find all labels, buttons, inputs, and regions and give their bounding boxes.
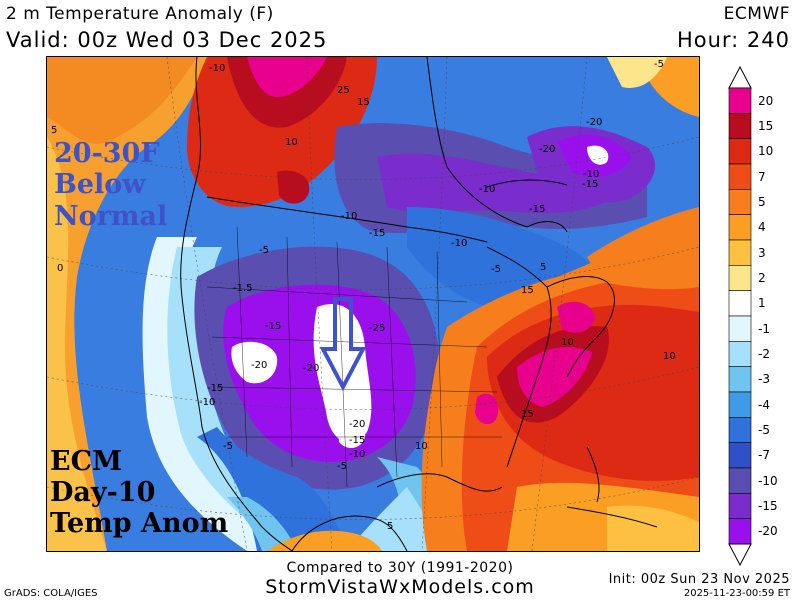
svg-text:-10: -10 — [341, 211, 357, 222]
color-scale-swatch — [728, 290, 752, 317]
svg-text:-15: -15 — [582, 179, 598, 190]
svg-text:-20: -20 — [303, 363, 319, 374]
color-scale-tick-label: 1 — [758, 296, 766, 311]
color-scale-tick-label: -7 — [758, 448, 770, 463]
color-scale-swatch — [728, 442, 752, 469]
color-scale-swatch — [728, 366, 752, 393]
color-scale-tick-label: 4 — [758, 220, 766, 235]
color-scale-swatch — [728, 391, 752, 418]
color-scale-swatch — [728, 87, 752, 114]
svg-text:-20: -20 — [349, 419, 365, 430]
site-name: StormVistaWxModels.com — [265, 576, 535, 598]
svg-text:-10: -10 — [349, 449, 365, 460]
svg-text:-20: -20 — [251, 360, 267, 371]
color-scale-tick-label: 3 — [758, 245, 766, 260]
svg-text:-5: -5 — [259, 245, 269, 256]
init-time: Init: 00z Sun 23 Nov 2025 — [608, 572, 790, 587]
color-scale-swatch — [728, 493, 752, 519]
svg-text:-20: -20 — [586, 117, 602, 128]
svg-text:-5: -5 — [337, 461, 347, 472]
color-scale-tick-label: -1 — [758, 321, 770, 336]
svg-text:-10: -10 — [209, 63, 225, 74]
svg-text:10: 10 — [285, 137, 298, 148]
svg-text:25: 25 — [337, 85, 350, 96]
svg-text:-15: -15 — [265, 321, 281, 332]
svg-text:-5: -5 — [654, 59, 664, 70]
chart-title: 2 m Temperature Anomaly (F) — [6, 4, 274, 24]
svg-text:-10: -10 — [199, 397, 215, 408]
svg-text:-15: -15 — [207, 383, 223, 394]
svg-text:15: 15 — [521, 409, 534, 420]
color-scale-tick-label: -10 — [758, 473, 778, 488]
color-scale-top-cap — [728, 66, 752, 89]
color-scale-swatch — [728, 265, 752, 291]
anomaly-map: -10 25 15 10 5 -5 -20 -20 -10 -15 -10 -1… — [46, 56, 700, 552]
svg-text:-10: -10 — [451, 238, 467, 249]
color-scale-swatch — [728, 214, 752, 241]
color-scale-tick-label: 15 — [758, 119, 774, 133]
svg-text:-25: -25 — [369, 323, 385, 334]
color-scale-tick-label: 7 — [758, 169, 766, 184]
svg-text:5: 5 — [51, 125, 57, 136]
color-scale-swatch — [728, 315, 752, 342]
color-scale-swatch — [728, 518, 752, 545]
color-scale-tick-label: 10 — [758, 144, 774, 159]
model-annotation: ECM Day-10 Temp Anom — [50, 446, 229, 539]
color-scale-swatch — [728, 341, 752, 367]
color-scale-tick-label: 20 — [758, 93, 774, 108]
svg-text:-20: -20 — [539, 144, 555, 155]
color-scale-tick-label: -2 — [758, 347, 770, 361]
svg-text:-10: -10 — [583, 169, 599, 180]
color-scale-tick-label: -5 — [758, 423, 770, 437]
annotation-line-3: Normal — [54, 200, 168, 232]
color-scale-swatch — [728, 138, 752, 165]
color-scale-tick-label: 5 — [758, 195, 766, 209]
color-scale-tick-label: -3 — [758, 372, 770, 387]
model-annotation-line-2: Day-10 — [50, 476, 156, 508]
annotation-line-1: 20-30F — [54, 138, 160, 169]
color-scale-swatch — [728, 417, 752, 443]
svg-text:-10: -10 — [479, 184, 495, 195]
model-annotation-line-3: Temp Anom — [50, 507, 229, 539]
svg-text:-15: -15 — [369, 228, 385, 239]
svg-text:10: 10 — [561, 337, 574, 348]
svg-text:0: 0 — [57, 263, 63, 274]
color-scale-swatch — [728, 467, 752, 494]
svg-text:10: 10 — [415, 441, 428, 452]
svg-text:-15: -15 — [529, 204, 545, 215]
color-scale-bottom-cap — [728, 543, 752, 566]
color-scale-swatch — [728, 163, 752, 190]
below-normal-annotation: 20-30F Below Normal — [54, 138, 167, 232]
valid-time: Valid: 00z Wed 03 Dec 2025 — [6, 28, 328, 52]
svg-text:-15: -15 — [349, 435, 365, 446]
svg-text:5: 5 — [540, 262, 546, 273]
generated-timestamp: 2025-11-23-00:59 ET — [683, 588, 790, 599]
svg-text:-5: -5 — [223, 441, 233, 452]
svg-text:-1.5: -1.5 — [233, 283, 253, 294]
forecast-hour: Hour: 240 — [676, 28, 790, 52]
climatology-note: Compared to 30Y (1991-2020) — [286, 560, 514, 576]
svg-text:15: 15 — [357, 97, 370, 108]
svg-text:10: 10 — [663, 351, 676, 362]
model-name: ECMWF — [723, 4, 790, 24]
color-scale-tick-label: -20 — [758, 524, 778, 539]
color-scale-tick-label: 2 — [758, 271, 766, 285]
color-scale-tick-label: -15 — [758, 499, 778, 513]
color-scale-swatch — [728, 113, 752, 139]
model-annotation-line-1: ECM — [50, 446, 122, 477]
svg-text:-5: -5 — [491, 264, 501, 275]
svg-text:5: 5 — [387, 521, 393, 532]
color-scale-tick-label: -4 — [758, 397, 770, 412]
color-scale-bar — [728, 66, 752, 566]
svg-text:15: 15 — [521, 285, 534, 296]
color-scale-swatch — [728, 239, 752, 266]
grads-credit: GrADS: COLA/IGES — [4, 588, 98, 599]
annotation-line-2: Below — [54, 169, 146, 201]
color-scale-swatch — [728, 189, 752, 215]
